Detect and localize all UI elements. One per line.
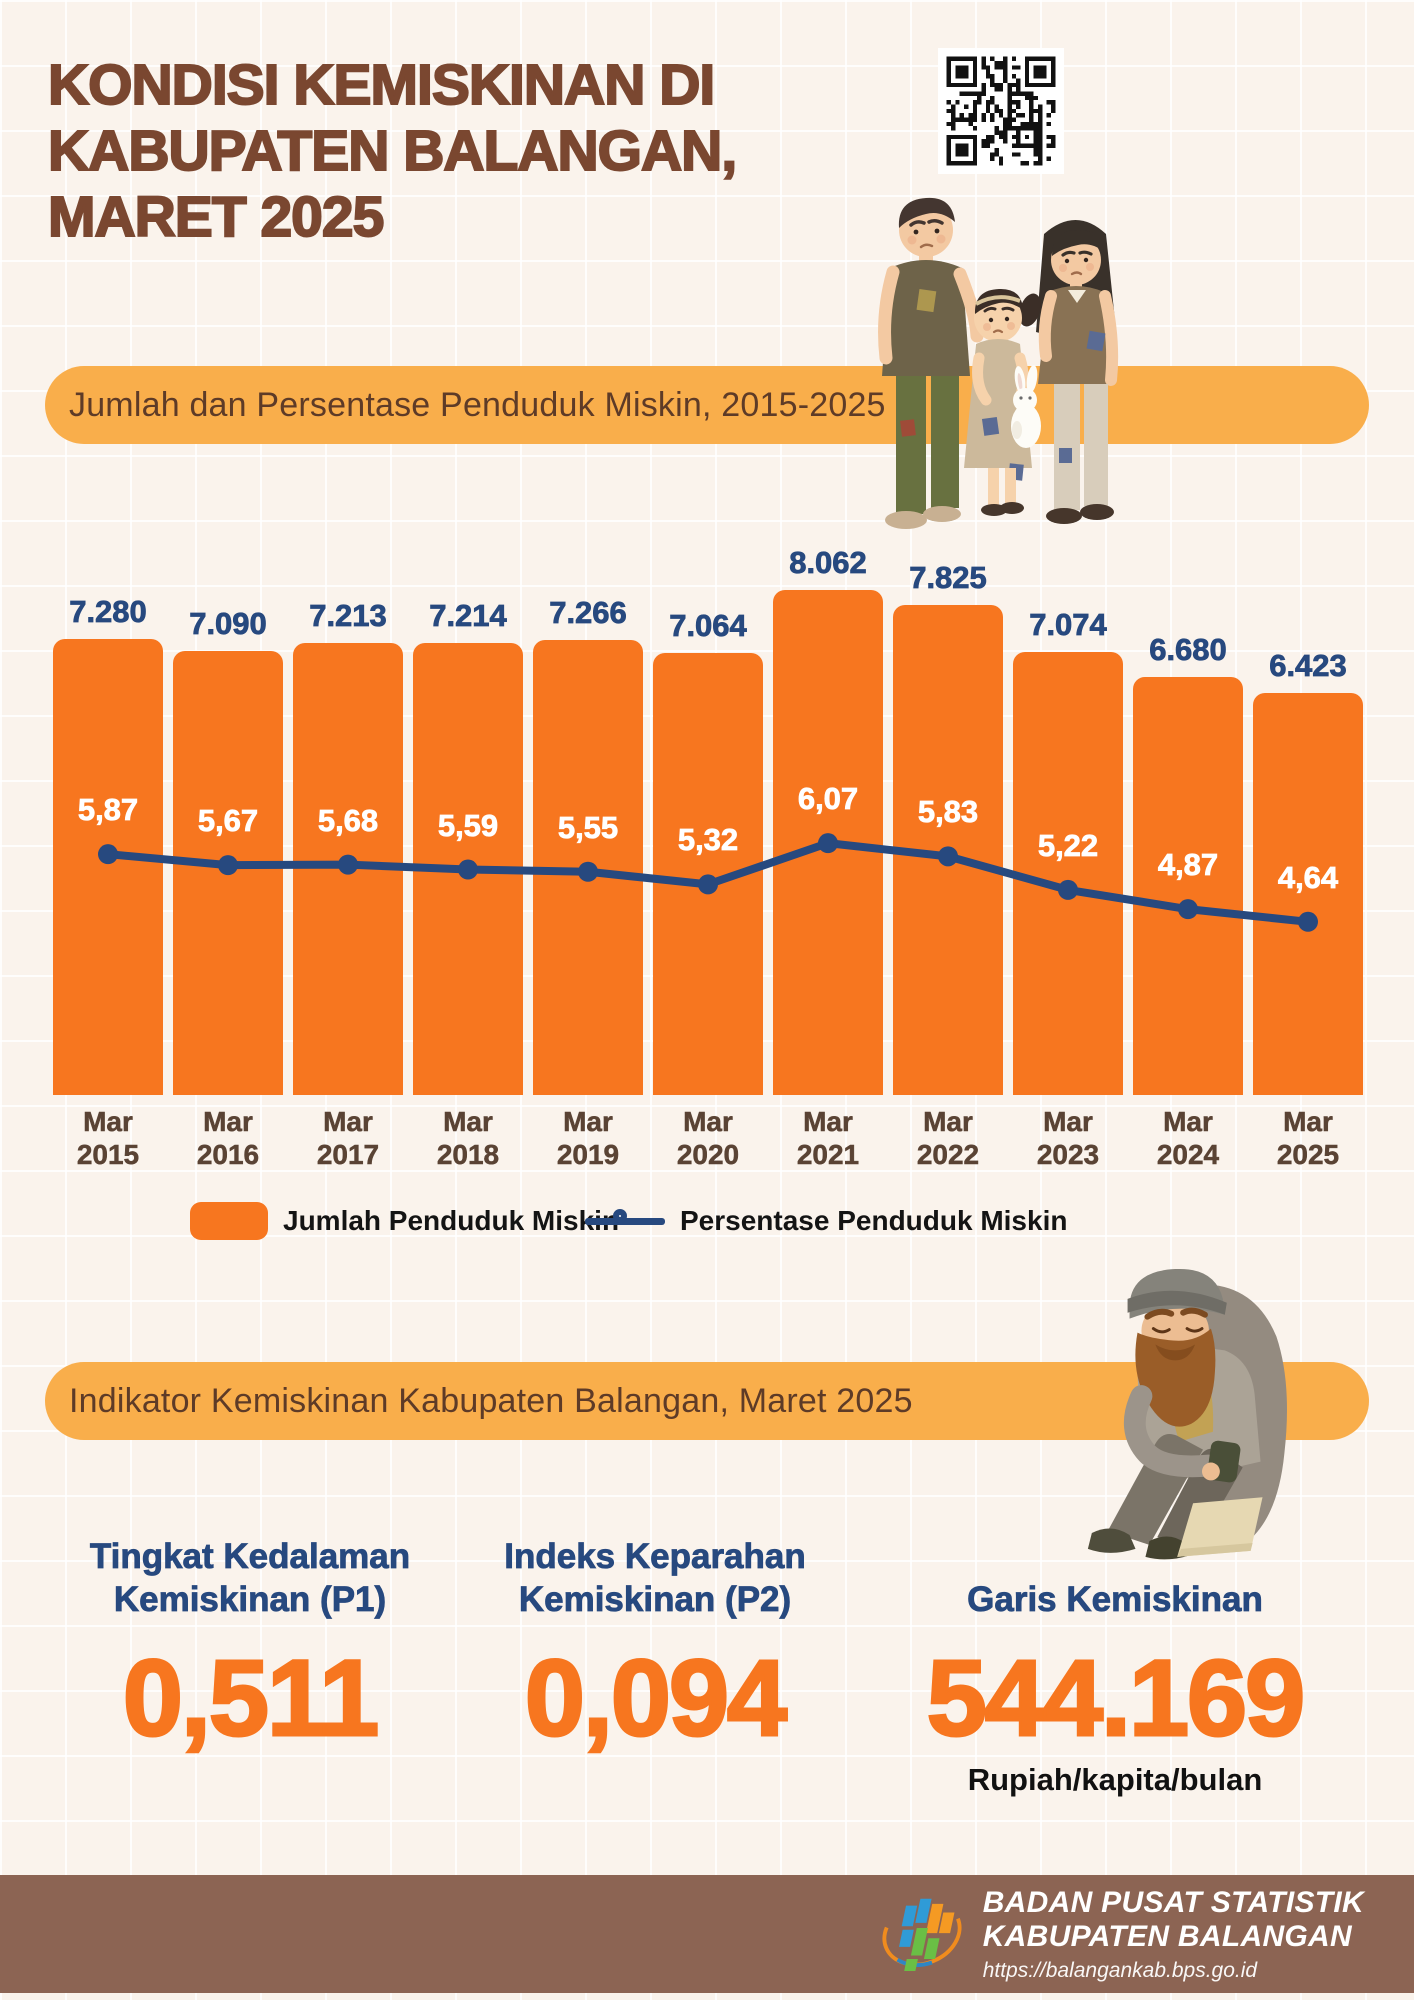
line-value-label: 4,64: [1277, 859, 1339, 895]
bar-value-label: 7.090: [189, 606, 267, 642]
indicator-poverty-line-unit: Rupiah/kapita/bulan: [967, 1762, 1263, 1797]
x-axis-label: Mar 2016: [196, 1106, 260, 1171]
bar-value-label: 7.266: [549, 595, 627, 631]
bar-value-label: 7.213: [309, 598, 387, 634]
bar-value-label: 7.825: [909, 560, 987, 596]
line-swatch-icon: [585, 1202, 665, 1240]
footer-website-url: https://balangankab.bps.go.id: [982, 1958, 1258, 1982]
x-axis-label: Mar 2022: [916, 1106, 980, 1171]
bar-swatch-icon: [190, 1202, 268, 1240]
poor-family-illustration: [848, 168, 1138, 558]
homeless-man-svg: [1087, 1268, 1287, 1560]
bar-value-label: 6.680: [1149, 632, 1227, 668]
bunny-toy: [1011, 365, 1041, 448]
indicator-poverty-line-label: Garis Kemiskinan: [967, 1580, 1264, 1620]
line-value-label: 4,87: [1157, 847, 1219, 883]
indicator-section-banner-label: Indikator Kemiskinan Kabupaten Balangan,…: [69, 1381, 913, 1420]
x-axis-label: Mar 2025: [1276, 1106, 1340, 1171]
poor-family-svg: [878, 197, 1119, 529]
indicator-p2-value: 0,094: [523, 1637, 788, 1758]
line-value-label: 5,68: [317, 802, 379, 838]
bps-logo: [882, 1898, 962, 1971]
x-axis-label: Mar 2018: [436, 1106, 500, 1171]
mother-figure: [1036, 220, 1119, 524]
bar-value-label: 7.074: [1029, 607, 1107, 643]
x-axis-label: Mar 2021: [796, 1106, 860, 1171]
bar-Mar-2015: [53, 639, 163, 1095]
bar-value-label: 7.280: [69, 594, 147, 630]
line-value-label: 6,07: [797, 781, 859, 817]
bar-Mar-2025: [1253, 693, 1363, 1095]
page-title-line1: KONDISI KEMISKINAN DI: [47, 52, 716, 118]
line-value-label: 5,59: [437, 807, 499, 843]
page-title: KONDISI KEMISKINAN DI KABUPATEN BALANGAN…: [47, 52, 908, 250]
line-value-label: 5,22: [1037, 827, 1099, 863]
x-axis-label: Mar 2019: [556, 1106, 620, 1171]
bar-value-label: 7.214: [429, 598, 507, 634]
x-axis-label: Mar 2024: [1156, 1106, 1220, 1171]
page-title-line2: KABUPATEN BALANGAN,: [47, 118, 738, 184]
chart-legend: Jumlah Penduduk Miskin Persentase Pendud…: [0, 1196, 1414, 1246]
legend-item-line: Persentase Penduduk Miskin: [585, 1196, 1067, 1246]
chart-section-banner-label: Jumlah dan Persentase Penduduk Miskin, 2…: [69, 385, 886, 424]
indicator-p2: Indeks Keparahan Kemiskinan (P2) 0,094: [455, 1528, 855, 1758]
bar-Mar-2023: [1013, 652, 1123, 1095]
x-axis-label: Mar 2020: [676, 1106, 740, 1171]
line-series: [98, 833, 1318, 932]
footer-bar: BADAN PUSAT STATISTIK KABUPATEN BALANGAN…: [0, 1875, 1414, 1993]
line-value-label: 5,67: [197, 803, 259, 839]
indicator-p1-value: 0,511: [121, 1637, 380, 1758]
legend-item-bars: Jumlah Penduduk Miskin: [190, 1196, 619, 1246]
chart-section-banner: Jumlah dan Persentase Penduduk Miskin, 2…: [45, 366, 1369, 444]
daughter-figure: [964, 288, 1041, 516]
line-value-label: 5,87: [77, 792, 139, 828]
bar-value-label: 8.062: [789, 545, 867, 581]
bar-Mar-2024: [1133, 677, 1243, 1095]
footer-agency-line2: KABUPATEN BALANGAN: [982, 1920, 1352, 1953]
line-value-label: 5,55: [557, 809, 619, 845]
homeless-man-illustration: [1072, 1246, 1330, 1566]
x-axis-label: Mar 2023: [1036, 1106, 1100, 1171]
bar-line-chart: 7.280 5,87 Mar 2015 7.090 5,67 Mar 2016 7.213 5,6…: [48, 545, 1368, 1170]
x-axis-label: Mar 2017: [316, 1106, 380, 1171]
indicator-p1: Tingkat Kedalaman Kemiskinan (P1) 0,511: [55, 1528, 445, 1758]
footer-text: BADAN PUSAT STATISTIK KABUPATEN BALANGAN…: [983, 1886, 1364, 1983]
page-title-line3: MARET 2025: [47, 184, 385, 250]
bar-value-label: 6.423: [1269, 648, 1347, 684]
legend-line-label: Persentase Penduduk Miskin: [680, 1205, 1068, 1236]
indicator-p1-label: Tingkat Kedalaman Kemiskinan (P1): [89, 1536, 411, 1620]
footer-agency-line1: BADAN PUSAT STATISTIK: [982, 1885, 1364, 1919]
x-axis-label: Mar 2015: [76, 1106, 140, 1171]
indicator-poverty-line-value: 544.169: [925, 1637, 1306, 1758]
qr-code: [938, 48, 1064, 174]
line-value-label: 5,83: [917, 794, 979, 830]
father-figure: [878, 197, 984, 529]
indicator-poverty-line: Garis Kemiskinan 544.169 Rupiah/kapita/b…: [875, 1528, 1355, 1798]
line-value-label: 5,32: [677, 822, 739, 858]
indicator-p2-label: Indeks Keparahan Kemiskinan (P2): [504, 1536, 806, 1620]
bar-value-label: 7.064: [669, 608, 747, 644]
legend-bar-label: Jumlah Penduduk Miskin: [283, 1205, 620, 1236]
